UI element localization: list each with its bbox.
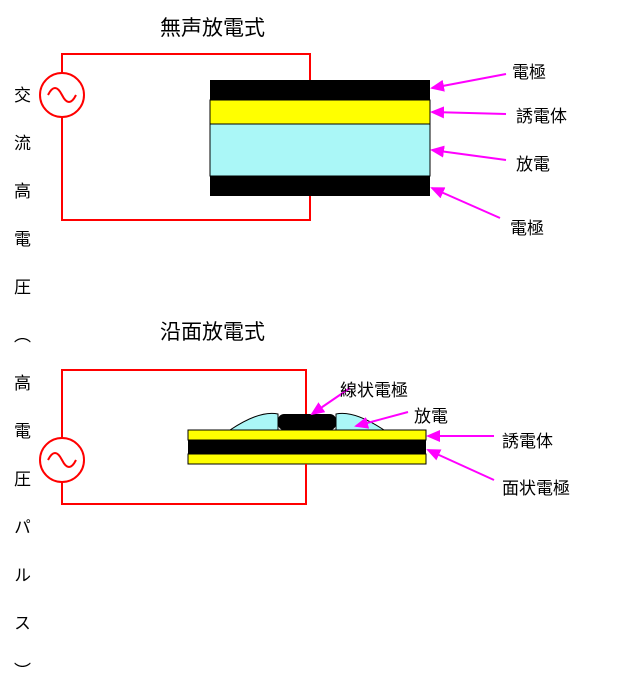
label-electrode-bottom: 電極 <box>510 214 544 239</box>
label-electrode-top: 電極 <box>512 58 546 83</box>
side-label: 交 流 高 電 圧 （ 高 電 圧 パ ル ス ） <box>8 86 33 685</box>
title-top: 無声放電式 <box>160 12 265 42</box>
label-line-electrode: 線状電極 <box>340 376 408 401</box>
title-bottom: 沿面放電式 <box>160 316 265 346</box>
label-dielectric-top: 誘電体 <box>516 102 567 127</box>
label-discharge-top: 放電 <box>516 150 550 175</box>
label-plane-electrode: 面状電極 <box>502 474 570 499</box>
label-discharge-bottom: 放電 <box>414 402 448 427</box>
label-dielectric-bottom: 誘電体 <box>502 427 553 452</box>
